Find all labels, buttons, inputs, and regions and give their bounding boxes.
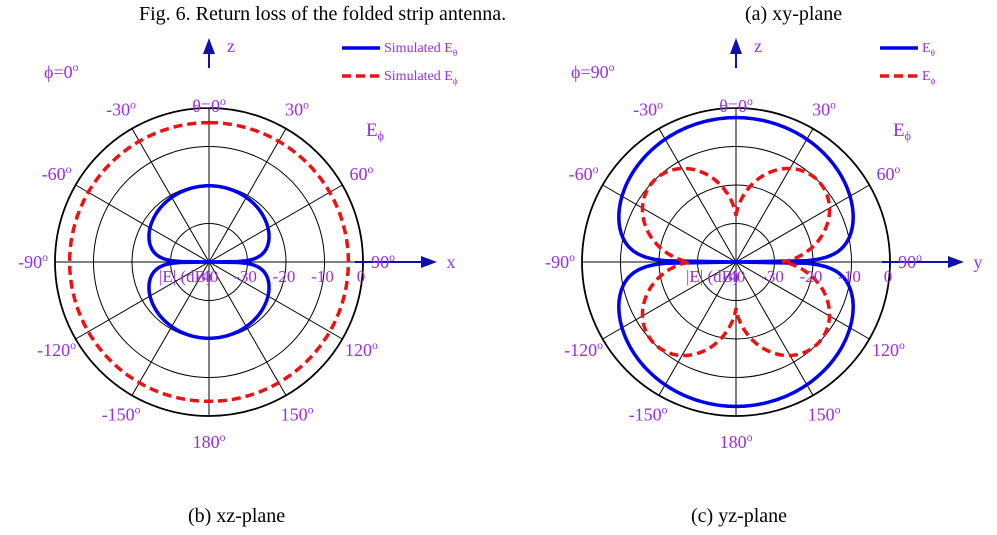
phi-label: ϕ=0o (44, 61, 79, 82)
angle-label: 60o (349, 163, 373, 184)
radial-tick-label: -10 (311, 267, 334, 286)
legend-label: Simulated Eθ (384, 41, 457, 58)
radial-tick-label: -10 (838, 267, 861, 286)
polar-chart-yz-plane: y z -30o 30o -60o 60o -90o 90o -120o 120o -150o 150… (545, 36, 982, 452)
angle-label: -30o (633, 99, 663, 120)
axis-up-label: z (227, 36, 235, 56)
radial-tick-label: -30 (234, 267, 257, 286)
angle-label: 60o (876, 163, 900, 184)
angle-label: 30o (285, 99, 309, 120)
angle-label: -60o (42, 163, 72, 184)
axis-up-label: z (754, 36, 762, 56)
radial-tick-label: -30 (761, 267, 784, 286)
axis-right-label: y (974, 252, 983, 272)
theta-label: θ=0o (719, 95, 753, 116)
angle-label: -120o (564, 339, 603, 360)
angle-label: -120o (37, 339, 76, 360)
radial-tick-label: -40 (723, 267, 746, 286)
legend-label: Eϕ (922, 69, 936, 86)
angle-label: 90o (371, 251, 395, 272)
theta-label: θ=0o (192, 95, 226, 116)
angle-label: -60o (569, 163, 599, 184)
angle-label: 150o (808, 403, 841, 424)
radial-tick-label: 0 (357, 267, 366, 286)
series-line-e-phi (67, 120, 351, 404)
axis-up-arrow (203, 38, 215, 54)
radial-axis-label: |E| (dB) (159, 267, 212, 286)
angle-label: 30o (812, 99, 836, 120)
polar-chart-xz-plane: x z -30o 30o -60o 60o -90o 90o -120o 120o -150o 150… (18, 36, 458, 452)
angle-label: 120o (345, 339, 378, 360)
axis-right-arrow (421, 256, 437, 268)
angle-label: -90o (545, 251, 575, 272)
axis-up-arrow (730, 38, 742, 54)
series-line-e-theta (147, 184, 271, 340)
axis-right-label: x (447, 252, 456, 272)
subplot-caption-c: (c) yz-plane (691, 505, 788, 527)
axis-right-arrow (948, 256, 964, 268)
radial-tick-label: -20 (800, 267, 823, 286)
angle-label: -150o (629, 403, 668, 424)
radial-tick-label: 0 (884, 267, 893, 286)
radial-tick-label: -40 (196, 267, 219, 286)
angle-label: 180o (193, 431, 226, 452)
series-line-e-theta (617, 115, 855, 409)
subplot-caption-b: (b) xz-plane (188, 505, 286, 527)
angle-label: -90o (18, 251, 48, 272)
e-phi-annotation: Eϕ (366, 120, 385, 143)
legend-label: Eθ (922, 41, 935, 58)
phi-label: ϕ=90o (571, 61, 615, 82)
angle-label: -30o (106, 99, 136, 120)
angle-label: 150o (281, 403, 314, 424)
figure-caption: Fig. 6. Return loss of the folded strip … (139, 3, 507, 25)
angle-label: 90o (898, 251, 922, 272)
legend-label: Simulated Eϕ (384, 69, 458, 86)
radial-axis-label: |E| (dB) (686, 267, 739, 286)
subplot-caption-a: (a) xy-plane (745, 3, 843, 25)
series-line-e-phi (640, 166, 832, 358)
e-phi-annotation: Eϕ (893, 120, 912, 143)
angle-label: 180o (720, 431, 753, 452)
angle-label: 120o (872, 339, 905, 360)
radial-tick-label: -20 (273, 267, 296, 286)
angle-label: -150o (102, 403, 141, 424)
